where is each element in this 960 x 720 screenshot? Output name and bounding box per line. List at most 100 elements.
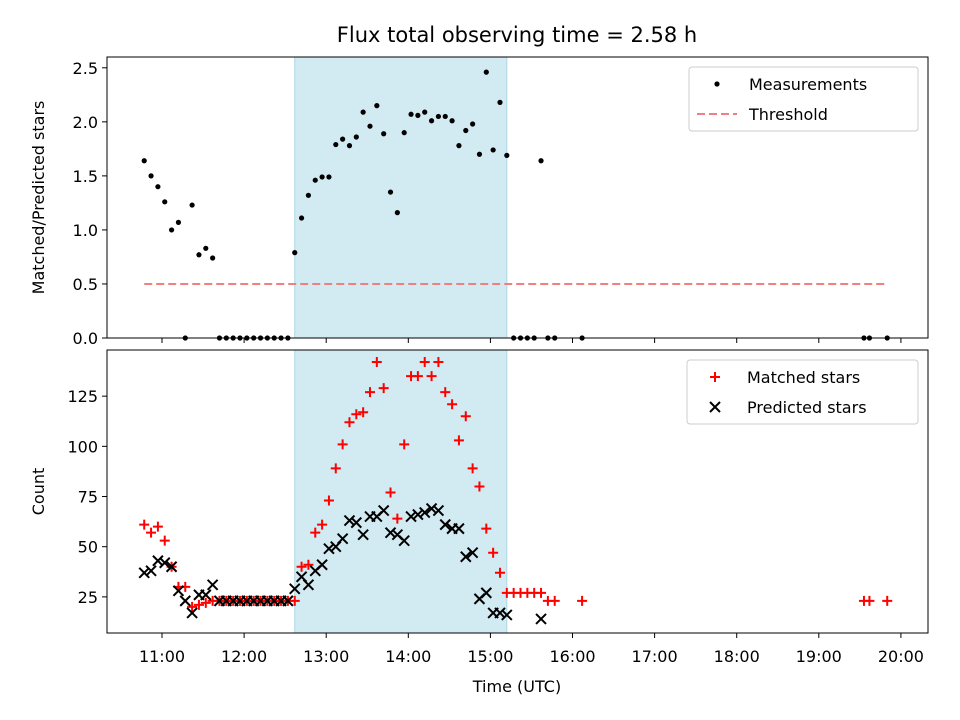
matched-star-point bbox=[412, 371, 423, 382]
measurement-point bbox=[463, 127, 469, 134]
predicted-star-point bbox=[172, 585, 185, 597]
predicted-star-point bbox=[165, 561, 178, 573]
legend: Measurements Threshold bbox=[688, 66, 919, 132]
measurement-point bbox=[401, 130, 407, 136]
predicted-star-point bbox=[480, 587, 493, 599]
matched-star-point bbox=[351, 409, 362, 420]
matched-star-point bbox=[433, 357, 444, 368]
x-tick-label: 19:00 bbox=[796, 647, 842, 666]
measurement-point bbox=[168, 227, 175, 233]
matched-star-point bbox=[536, 587, 547, 598]
measurement-point bbox=[155, 184, 161, 190]
predicted-star-point bbox=[323, 542, 335, 555]
matched-star-point bbox=[310, 527, 321, 538]
predicted-star-point bbox=[439, 518, 451, 531]
predicted-star-point bbox=[405, 510, 417, 523]
predicted-star-point bbox=[377, 504, 390, 517]
measurement-point bbox=[408, 111, 414, 117]
matched-star-point bbox=[494, 567, 505, 578]
predicted-star-point bbox=[343, 514, 356, 527]
measurement-point bbox=[326, 174, 332, 180]
matched-star-point bbox=[337, 439, 348, 450]
matched-star-point bbox=[488, 547, 499, 558]
axes-frame bbox=[106, 56, 929, 339]
matched-star-point bbox=[193, 599, 204, 610]
legend-label: Threshold bbox=[748, 105, 828, 124]
predicted-star-point bbox=[419, 506, 431, 519]
matched-star-point bbox=[882, 595, 893, 606]
predicted-star-point bbox=[289, 583, 301, 595]
measurement-point bbox=[141, 158, 147, 164]
upper-panel: 0.0 0.5 1.0 1.5 2.0 2.5 Matched/Predicted star… bbox=[29, 56, 929, 348]
measurement-point bbox=[538, 158, 544, 164]
observing-window-shade bbox=[294, 57, 507, 338]
measurement-point bbox=[340, 136, 346, 142]
x-axis-label: Time (UTC) bbox=[472, 677, 561, 696]
predicted-star-point bbox=[152, 555, 164, 567]
measurement-point bbox=[381, 131, 387, 137]
matched-star-point bbox=[392, 513, 403, 524]
matched-star-point bbox=[399, 439, 410, 450]
predicted-star-point bbox=[316, 559, 328, 571]
series-predicted-stars bbox=[138, 502, 547, 625]
y-tick-label: 0.5 bbox=[73, 275, 98, 294]
measurement-point bbox=[319, 174, 325, 180]
y-tick-label: 100 bbox=[67, 437, 98, 456]
predicted-star-point bbox=[159, 557, 171, 569]
y-axis-label: Count bbox=[29, 468, 48, 516]
matched-star-point bbox=[152, 521, 163, 532]
observing-window-shade bbox=[294, 350, 507, 633]
measurement-point bbox=[442, 113, 448, 120]
x-tick-label: 16:00 bbox=[549, 647, 595, 666]
matched-star-point bbox=[371, 357, 382, 368]
predicted-star-point bbox=[412, 508, 424, 521]
predicted-star-point bbox=[200, 589, 212, 601]
measurement-point bbox=[387, 189, 394, 195]
predicted-star-point bbox=[432, 504, 445, 517]
matched-star-point bbox=[577, 595, 588, 606]
matched-star-point bbox=[385, 487, 396, 498]
matched-star-point bbox=[187, 601, 198, 612]
predicted-star-point bbox=[460, 551, 472, 563]
measurement-point bbox=[504, 152, 510, 158]
measurement-point bbox=[346, 143, 353, 149]
y-tick-label: 75 bbox=[78, 488, 98, 507]
matched-star-point bbox=[419, 357, 430, 368]
matched-star-point bbox=[330, 463, 341, 474]
measurement-point bbox=[435, 113, 442, 120]
series-matched-stars bbox=[139, 357, 893, 612]
measurement-point bbox=[333, 141, 339, 148]
legend-marker bbox=[714, 81, 720, 87]
predicted-star-point bbox=[384, 526, 397, 539]
matched-star-point bbox=[303, 559, 314, 570]
measurement-point bbox=[483, 69, 489, 75]
x-tick-label: 12:00 bbox=[221, 647, 267, 666]
y-tick-label: 125 bbox=[67, 387, 98, 406]
legend-label: Predicted stars bbox=[747, 398, 867, 417]
predicted-star-point bbox=[535, 613, 547, 625]
legend-marker bbox=[710, 372, 720, 382]
measurement-point bbox=[148, 173, 154, 179]
predicted-star-point bbox=[145, 565, 157, 577]
measurement-point bbox=[470, 121, 476, 127]
matched-star-point bbox=[159, 535, 170, 546]
x-tick-label: 13:00 bbox=[303, 647, 349, 666]
measurement-point bbox=[490, 147, 496, 153]
y-tick-label: 2.5 bbox=[73, 59, 98, 78]
measurement-point bbox=[374, 103, 380, 109]
matched-star-point bbox=[453, 435, 464, 446]
y-tick-label: 50 bbox=[78, 538, 98, 557]
matched-star-point bbox=[864, 595, 875, 606]
y-tick-label: 1.0 bbox=[73, 221, 98, 240]
predicted-star-point bbox=[336, 532, 349, 545]
x-tick-label: 18:00 bbox=[714, 647, 760, 666]
measurement-point bbox=[476, 151, 483, 157]
measurement-point bbox=[196, 252, 202, 258]
matched-star-point bbox=[426, 371, 437, 382]
predicted-star-point bbox=[138, 567, 150, 579]
predicted-star-point bbox=[357, 528, 369, 541]
matched-star-point bbox=[467, 463, 478, 474]
predicted-star-point bbox=[206, 579, 219, 591]
y-tick-label: 2.0 bbox=[73, 113, 98, 132]
measurement-point bbox=[210, 255, 216, 261]
